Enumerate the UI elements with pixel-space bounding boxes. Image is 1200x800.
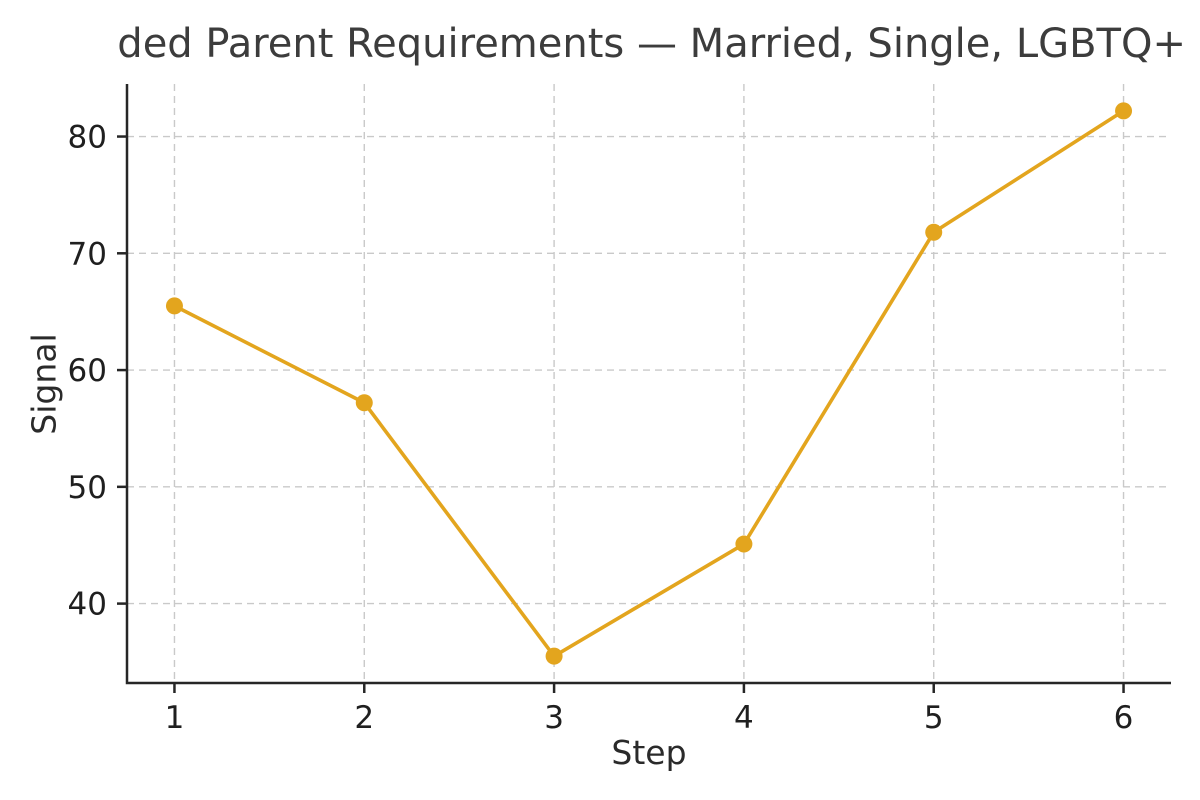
data-point-marker — [1115, 102, 1133, 120]
x-tick-label: 6 — [1114, 700, 1134, 736]
y-tick-label: 60 — [68, 353, 107, 389]
x-tick-label: 4 — [734, 700, 754, 736]
axis-spine — [125, 84, 1171, 685]
y-tick-label: 40 — [68, 587, 107, 623]
data-point-marker — [925, 223, 943, 241]
series-line — [172, 109, 1126, 658]
x-tick-label: 5 — [924, 700, 944, 736]
y-tick-label: 70 — [68, 236, 107, 272]
chart-title: ded Parent Requirements — Married, Singl… — [117, 21, 1186, 67]
y-axis-label: Signal — [24, 333, 64, 435]
x-tick-label: 2 — [354, 700, 374, 736]
data-point-marker — [545, 647, 563, 665]
x-tick-label: 3 — [544, 700, 564, 736]
x-axis-label: Step — [611, 733, 687, 772]
data-point-marker — [735, 535, 753, 553]
y-tick-label: 50 — [68, 470, 107, 506]
data-point-marker — [355, 394, 373, 412]
data-point-marker — [165, 297, 183, 315]
y-tick-label: 80 — [68, 120, 107, 156]
x-tick-label: 1 — [165, 700, 185, 736]
